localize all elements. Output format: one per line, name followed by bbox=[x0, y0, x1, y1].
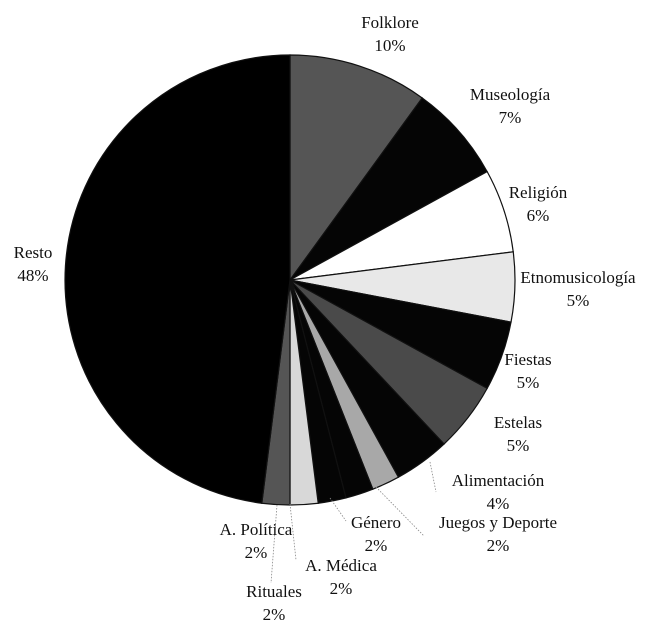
slice-label-juegos-y-deporte: Juegos y Deporte bbox=[439, 513, 557, 532]
slice-value-folklore: 10% bbox=[374, 36, 405, 55]
slice-value-a-medica: 2% bbox=[330, 579, 353, 598]
slice-value-alimentacion: 4% bbox=[487, 494, 510, 513]
slice-value-genero: 2% bbox=[365, 536, 388, 555]
leader-line-alimentacion bbox=[429, 461, 437, 493]
leader-line-rituales bbox=[270, 504, 278, 584]
slice-label-alimentacion: Alimentación bbox=[452, 471, 545, 490]
slice-value-juegos-y-deporte: 2% bbox=[487, 536, 510, 555]
slice-label-fiestas: Fiestas bbox=[504, 350, 551, 369]
slice-label-a-medica: A. Médica bbox=[305, 556, 377, 575]
slice-value-a-politica: 2% bbox=[245, 543, 268, 562]
slice-label-religion: Religión bbox=[509, 183, 568, 202]
slice-value-rituales: 2% bbox=[263, 605, 286, 623]
slice-value-resto: 48% bbox=[17, 266, 48, 285]
slice-labels: Folklore 10% Museología 7% Religión 6% Etnomus… bbox=[14, 13, 636, 623]
slice-value-religion: 6% bbox=[527, 206, 550, 225]
slice-label-rituales: Rituales bbox=[246, 582, 302, 601]
slice-label-folklore: Folklore bbox=[361, 13, 419, 32]
slice-value-etnomusicologia: 5% bbox=[567, 291, 590, 310]
leader-line-genero bbox=[329, 497, 347, 522]
slice-value-fiestas: 5% bbox=[517, 373, 540, 392]
leader-line-a-medica bbox=[289, 503, 297, 561]
slice-label-estelas: Estelas bbox=[494, 413, 542, 432]
slice-label-resto: Resto bbox=[14, 243, 53, 262]
slice-value-museologia: 7% bbox=[499, 108, 522, 127]
leader-lines bbox=[270, 461, 437, 584]
slice-label-a-politica: A. Política bbox=[220, 520, 293, 539]
pie-slices bbox=[64, 54, 516, 506]
slice-label-genero: Género bbox=[351, 513, 401, 532]
leader-line-juegos-y-deporte bbox=[375, 486, 425, 537]
slice-resto bbox=[64, 54, 291, 504]
slice-value-estelas: 5% bbox=[507, 436, 530, 455]
slice-folklore bbox=[289, 54, 424, 282]
slice-label-museologia: Museología bbox=[470, 85, 551, 104]
slice-label-etnomusicologia: Etnomusicología bbox=[520, 268, 636, 287]
